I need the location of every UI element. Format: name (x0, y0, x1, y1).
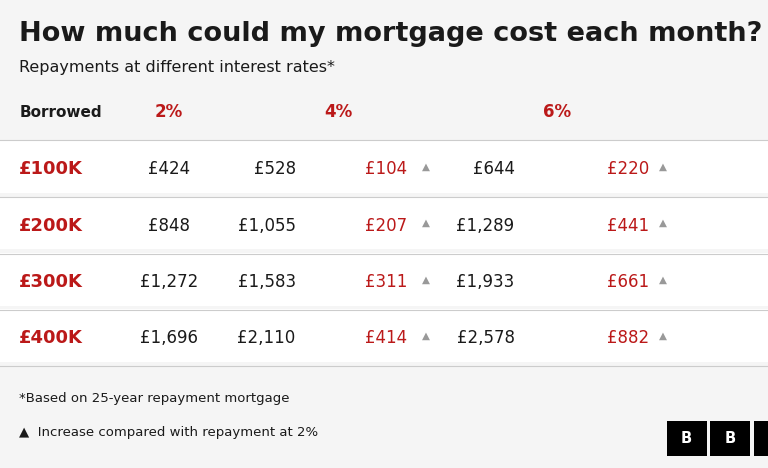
Text: 4%: 4% (324, 103, 352, 121)
Text: ▲: ▲ (659, 162, 667, 172)
Text: £1,055: £1,055 (237, 217, 296, 234)
Text: £414: £414 (365, 329, 407, 347)
Text: ▲: ▲ (422, 330, 430, 341)
Text: £661: £661 (607, 273, 649, 291)
Text: How much could my mortgage cost each month?: How much could my mortgage cost each mon… (19, 21, 763, 47)
Text: ▲  Increase compared with repayment at 2%: ▲ Increase compared with repayment at 2% (19, 426, 318, 439)
Text: ▲: ▲ (422, 162, 430, 172)
Text: Repayments at different interest rates*: Repayments at different interest rates* (19, 60, 335, 75)
Text: B: B (681, 431, 692, 446)
Text: £300K: £300K (19, 273, 83, 291)
Text: ▲: ▲ (659, 274, 667, 285)
Text: 6%: 6% (543, 103, 571, 121)
Text: £2,578: £2,578 (456, 329, 515, 347)
Text: *Based on 25-year repayment mortgage: *Based on 25-year repayment mortgage (19, 392, 290, 405)
Text: 2%: 2% (155, 103, 183, 121)
Text: £1,289: £1,289 (456, 217, 515, 234)
Text: £200K: £200K (19, 217, 83, 234)
Text: £424: £424 (148, 161, 190, 178)
Text: £644: £644 (472, 161, 515, 178)
Text: ▲: ▲ (422, 218, 430, 228)
Text: Borrowed: Borrowed (19, 105, 102, 120)
Text: £100K: £100K (19, 161, 83, 178)
Text: ▲: ▲ (422, 274, 430, 285)
Text: ▲: ▲ (659, 218, 667, 228)
Text: £220: £220 (607, 161, 649, 178)
Text: £441: £441 (607, 217, 649, 234)
Text: £2,110: £2,110 (237, 329, 296, 347)
Text: £1,583: £1,583 (237, 273, 296, 291)
Text: £528: £528 (253, 161, 296, 178)
Text: £311: £311 (365, 273, 407, 291)
Text: £207: £207 (365, 217, 407, 234)
Text: £848: £848 (148, 217, 190, 234)
Text: £1,933: £1,933 (456, 273, 515, 291)
Text: £400K: £400K (19, 329, 83, 347)
Text: £882: £882 (607, 329, 649, 347)
Text: £1,696: £1,696 (140, 329, 198, 347)
Text: £104: £104 (365, 161, 407, 178)
Text: ▲: ▲ (659, 330, 667, 341)
Text: £1,272: £1,272 (140, 273, 198, 291)
Text: B: B (725, 431, 736, 446)
